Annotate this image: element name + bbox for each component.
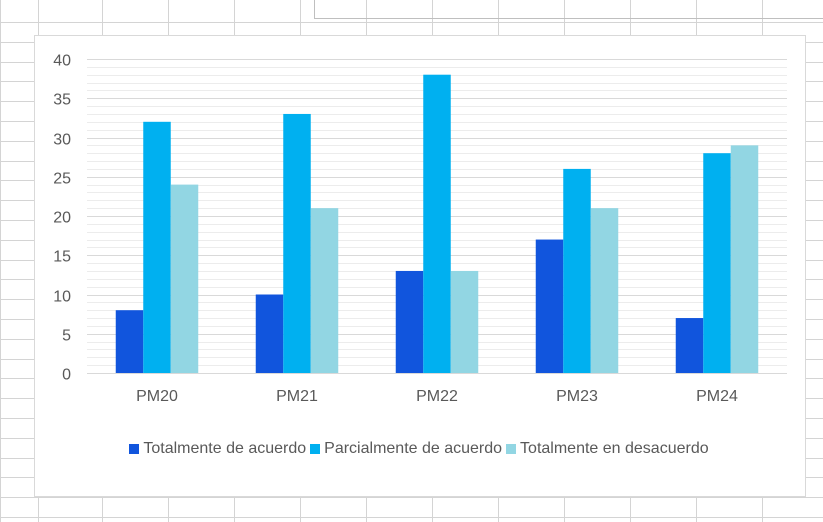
bar-PM23-series-2 [590, 208, 619, 373]
bar-PM22-series-0 [395, 270, 424, 373]
x-tick-label-1: PM21 [276, 388, 318, 405]
bar-PM24-series-2 [730, 145, 759, 373]
legend-swatch-0 [129, 444, 140, 454]
y-tick-label-7: 35 [53, 92, 71, 109]
chart-container[interactable]: 0 5 10 15 20 25 30 35 40 PM20 PM21 PM22 PM23 PM24 Tot… [34, 35, 806, 497]
x-tick-label-0: PM20 [136, 388, 178, 405]
legend-label-0: Totalmente de acuerdo [143, 440, 307, 457]
bar-PM22-series-2 [450, 270, 479, 373]
legend-label-1: Parcialmente de acuerdo [324, 440, 503, 457]
x-tick-label-2: PM22 [416, 388, 458, 405]
legend: Totalmente de acuerdo Parcialmente de ac… [35, 440, 807, 458]
bar-PM21-series-2 [310, 208, 339, 373]
y-tick-label-4: 20 [53, 210, 71, 227]
bar-PM21-series-1 [283, 113, 311, 373]
y-tick-label-8: 40 [53, 53, 71, 70]
y-tick-label-6: 30 [53, 132, 71, 149]
bar-PM24-series-1 [703, 153, 731, 373]
legend-item-2: Totalmente en desacuerdo [506, 440, 709, 458]
bar-PM21-series-0 [255, 294, 284, 373]
legend-item-0: Totalmente de acuerdo [129, 440, 306, 458]
y-tick-label-3: 15 [53, 249, 71, 266]
x-tick-label-4: PM24 [696, 388, 738, 405]
bar-PM24-series-0 [675, 318, 704, 373]
legend-item-1: Parcialmente de acuerdo [310, 440, 502, 458]
y-tick-label-1: 5 [62, 328, 71, 345]
x-tick-label-3: PM23 [556, 388, 598, 405]
legend-label-2: Totalmente en desacuerdo [520, 440, 709, 457]
bar-PM20-series-1 [143, 121, 171, 373]
bar-PM22-series-1 [423, 74, 451, 373]
y-tick-label-5: 25 [53, 171, 71, 188]
legend-swatch-2 [506, 444, 517, 454]
bar-PM20-series-2 [170, 184, 199, 373]
bar-PM23-series-0 [535, 239, 564, 373]
bar-chart: 0 5 10 15 20 25 30 35 40 PM20 PM21 PM22 PM23 PM24 [53, 53, 787, 405]
bar-PM23-series-1 [563, 168, 591, 373]
y-tick-label-2: 10 [53, 289, 71, 306]
legend-swatch-1 [310, 444, 321, 454]
bar-PM20-series-0 [115, 310, 144, 373]
y-tick-label-0: 0 [62, 367, 71, 384]
